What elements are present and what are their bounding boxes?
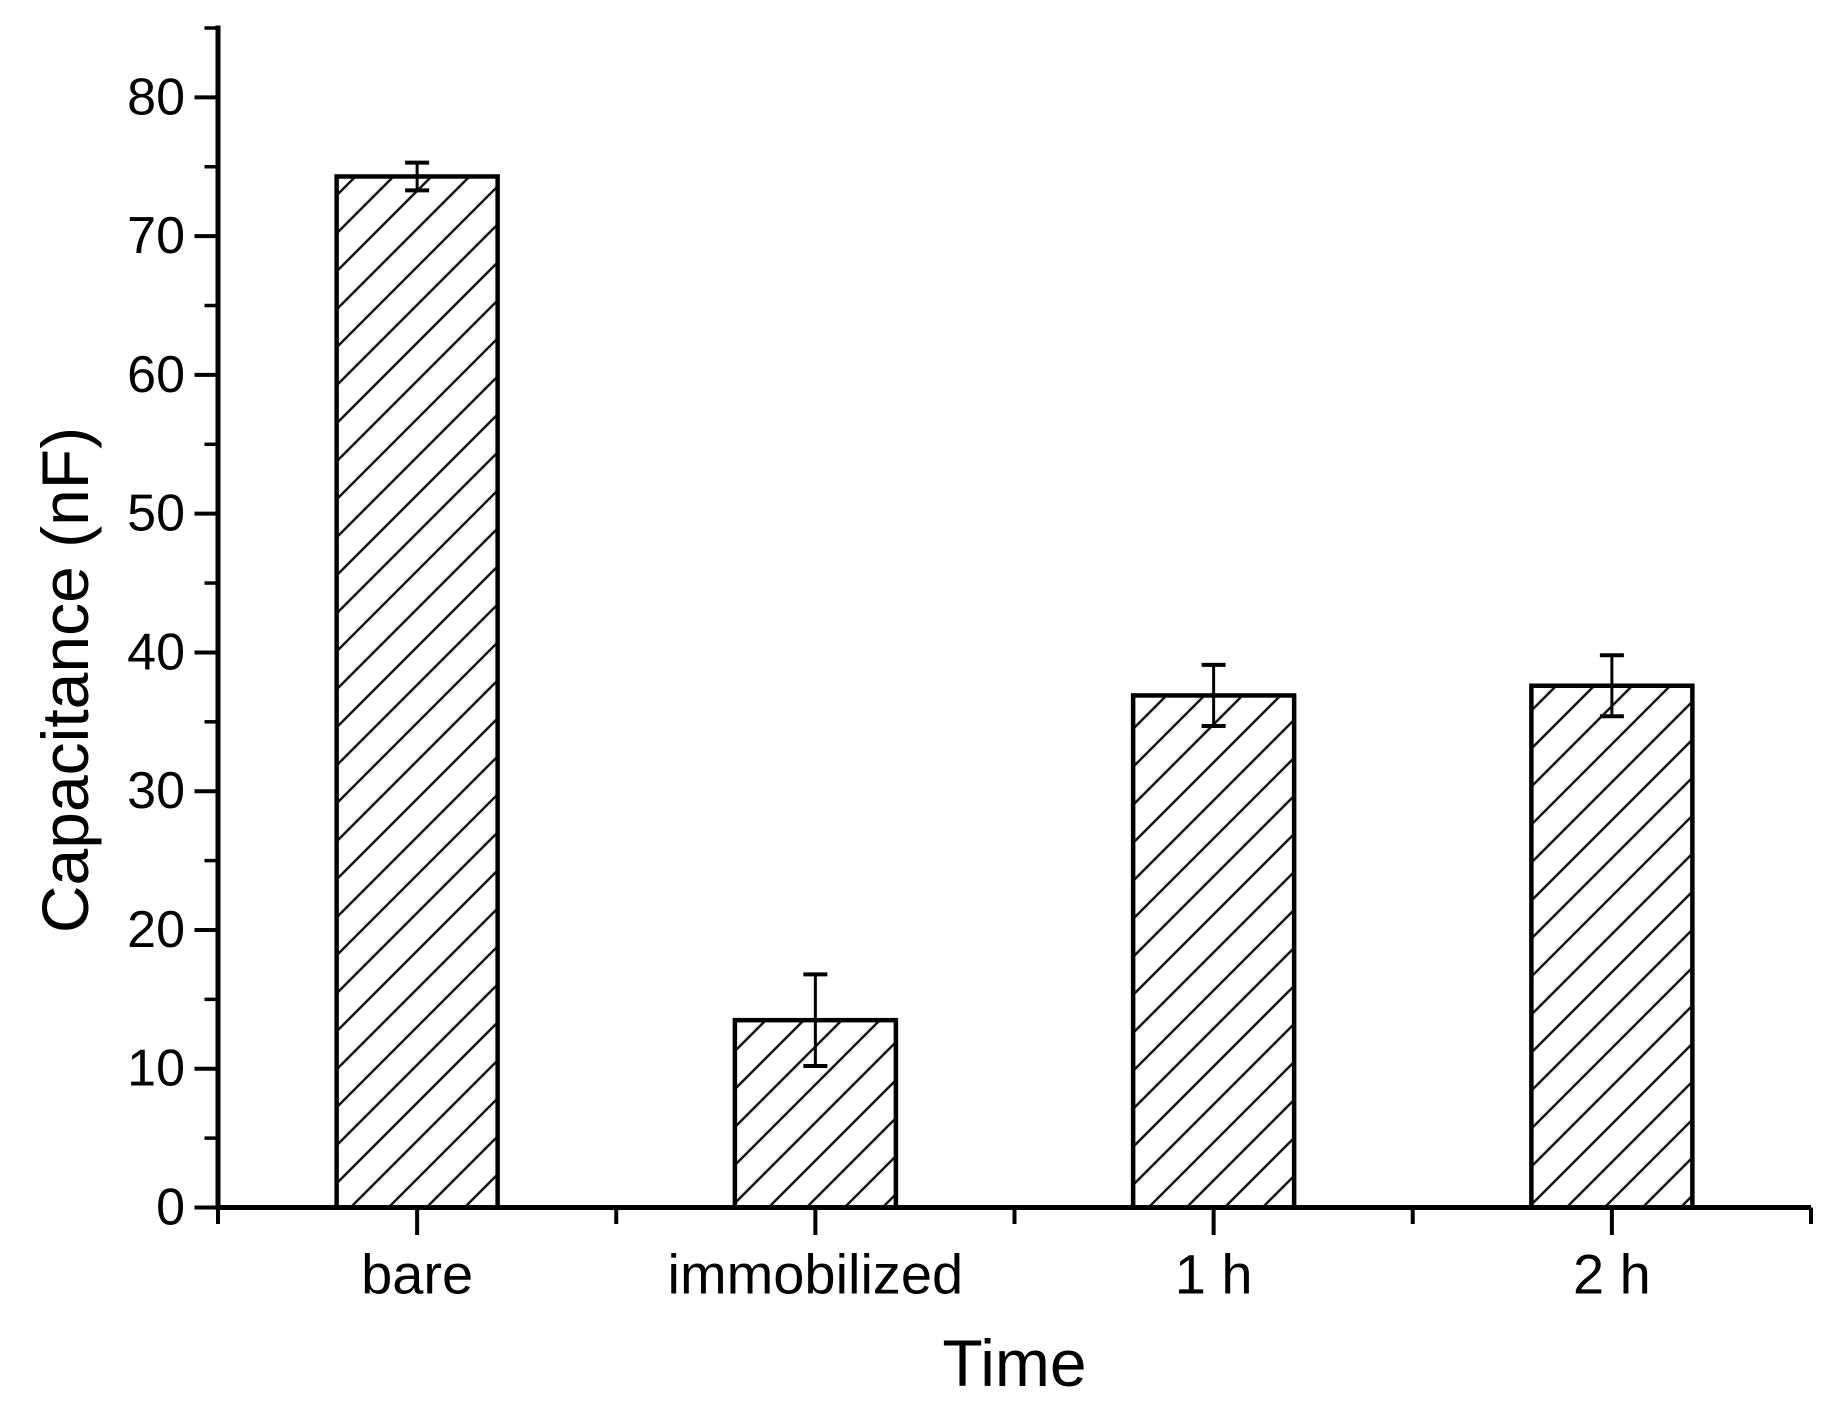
error-bar-bare bbox=[405, 160, 430, 193]
error-bar-2-h bbox=[1599, 653, 1624, 719]
error-bars-group bbox=[405, 160, 1624, 1068]
y-tick-label-70: 70 bbox=[127, 207, 185, 265]
x-tick-label-2-h: 2 h bbox=[1573, 1243, 1651, 1306]
y-tick-label-30: 30 bbox=[127, 762, 185, 820]
bar-1-h bbox=[1130, 693, 1297, 1210]
y-tick-label-0: 0 bbox=[156, 1179, 185, 1237]
bars-group bbox=[334, 174, 1695, 1210]
bar-2-h bbox=[1529, 683, 1695, 1210]
x-tick-label-1-h: 1 h bbox=[1175, 1243, 1253, 1306]
bar-bare bbox=[334, 174, 500, 1210]
x-tick-label-immobilized: immobilized bbox=[668, 1243, 964, 1306]
y-ticks-group: 0 10 20 30 40 50 60 70 80 bbox=[127, 26, 218, 1237]
y-tick-label-20: 20 bbox=[127, 901, 185, 959]
y-axis-title: Capacitance (nF) bbox=[28, 427, 102, 933]
x-ticks-group: bare immobilized 1 h 2 h bbox=[216, 1207, 1813, 1306]
error-bar-immobilized bbox=[803, 972, 828, 1068]
x-tick-label-bare: bare bbox=[361, 1243, 473, 1306]
y-tick-label-80: 80 bbox=[127, 68, 185, 126]
y-tick-label-40: 40 bbox=[127, 623, 185, 681]
y-tick-label-60: 60 bbox=[127, 346, 185, 404]
y-tick-label-10: 10 bbox=[127, 1040, 185, 1098]
x-axis-title: Time bbox=[942, 1326, 1086, 1400]
y-tick-label-50: 50 bbox=[127, 485, 185, 543]
error-bar-1-h bbox=[1201, 662, 1226, 728]
